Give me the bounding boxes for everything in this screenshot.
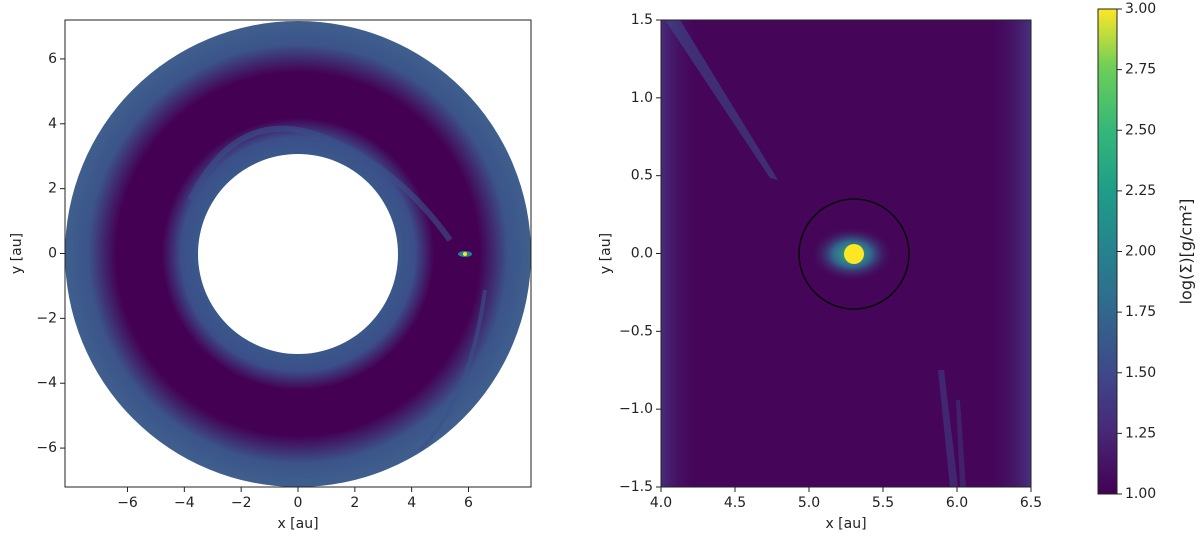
x-tick-label: −6 — [117, 495, 138, 511]
colorbar-tick-label: 1.50 — [1125, 365, 1156, 381]
colorbar-tick-label: 1.00 — [1125, 486, 1156, 502]
x-tick-label: 0 — [294, 495, 303, 511]
colorbar-tick-label: 1.75 — [1125, 304, 1156, 320]
x-tick-label: 5.0 — [798, 495, 820, 511]
y-tick-label: −1.5 — [619, 479, 653, 495]
colorbar — [1098, 9, 1117, 494]
x-tick-label: 2 — [350, 495, 359, 511]
colorbar-tick-label: 2.00 — [1125, 244, 1156, 260]
y-tick-label: 6 — [48, 51, 57, 67]
y-tick-label: 1.0 — [631, 90, 653, 106]
x-tick-label: 4.5 — [724, 495, 746, 511]
y-tick-label: 0.5 — [631, 168, 653, 184]
colorbar-tick-label: 2.25 — [1125, 183, 1156, 199]
colorbar-tick-label: 2.50 — [1125, 122, 1156, 138]
y-tick-label: 0.0 — [631, 246, 653, 262]
x-tick-label: 6.5 — [1020, 495, 1042, 511]
disk-map — [65, 21, 531, 487]
y-axis-label: y [au] — [598, 233, 614, 274]
x-tick-label: 6 — [464, 495, 473, 511]
y-tick-label: 2 — [48, 181, 57, 197]
x-tick-label: 4 — [407, 495, 416, 511]
y-tick-label: −2 — [36, 310, 57, 326]
colorbar-tick-label: 1.25 — [1125, 425, 1156, 441]
x-tick-label: 4.0 — [650, 495, 672, 511]
x-tick-label: 6.0 — [946, 495, 968, 511]
y-tick-label: 0 — [48, 246, 57, 262]
y-axis-label: y [au] — [9, 233, 25, 274]
x-axis-label: x [au] — [825, 516, 866, 532]
colorbar-tick-label: 2.75 — [1125, 62, 1156, 78]
x-tick-label: 5.5 — [872, 495, 894, 511]
colorbar-tick-label: 3.00 — [1125, 1, 1156, 17]
y-tick-label: −4 — [36, 375, 57, 391]
x-axis-label: x [au] — [277, 516, 318, 532]
y-tick-label: −6 — [36, 440, 57, 456]
y-tick-label: 4 — [48, 116, 57, 132]
colorbar-label: log(Σ)[g/cm²] — [1177, 199, 1196, 305]
x-tick-label: −4 — [174, 495, 195, 511]
y-tick-label: −0.5 — [619, 323, 653, 339]
zoom-map — [661, 20, 1031, 487]
y-tick-label: 1.5 — [631, 12, 653, 28]
x-tick-label: −2 — [231, 495, 252, 511]
y-tick-label: −1.0 — [619, 401, 653, 417]
